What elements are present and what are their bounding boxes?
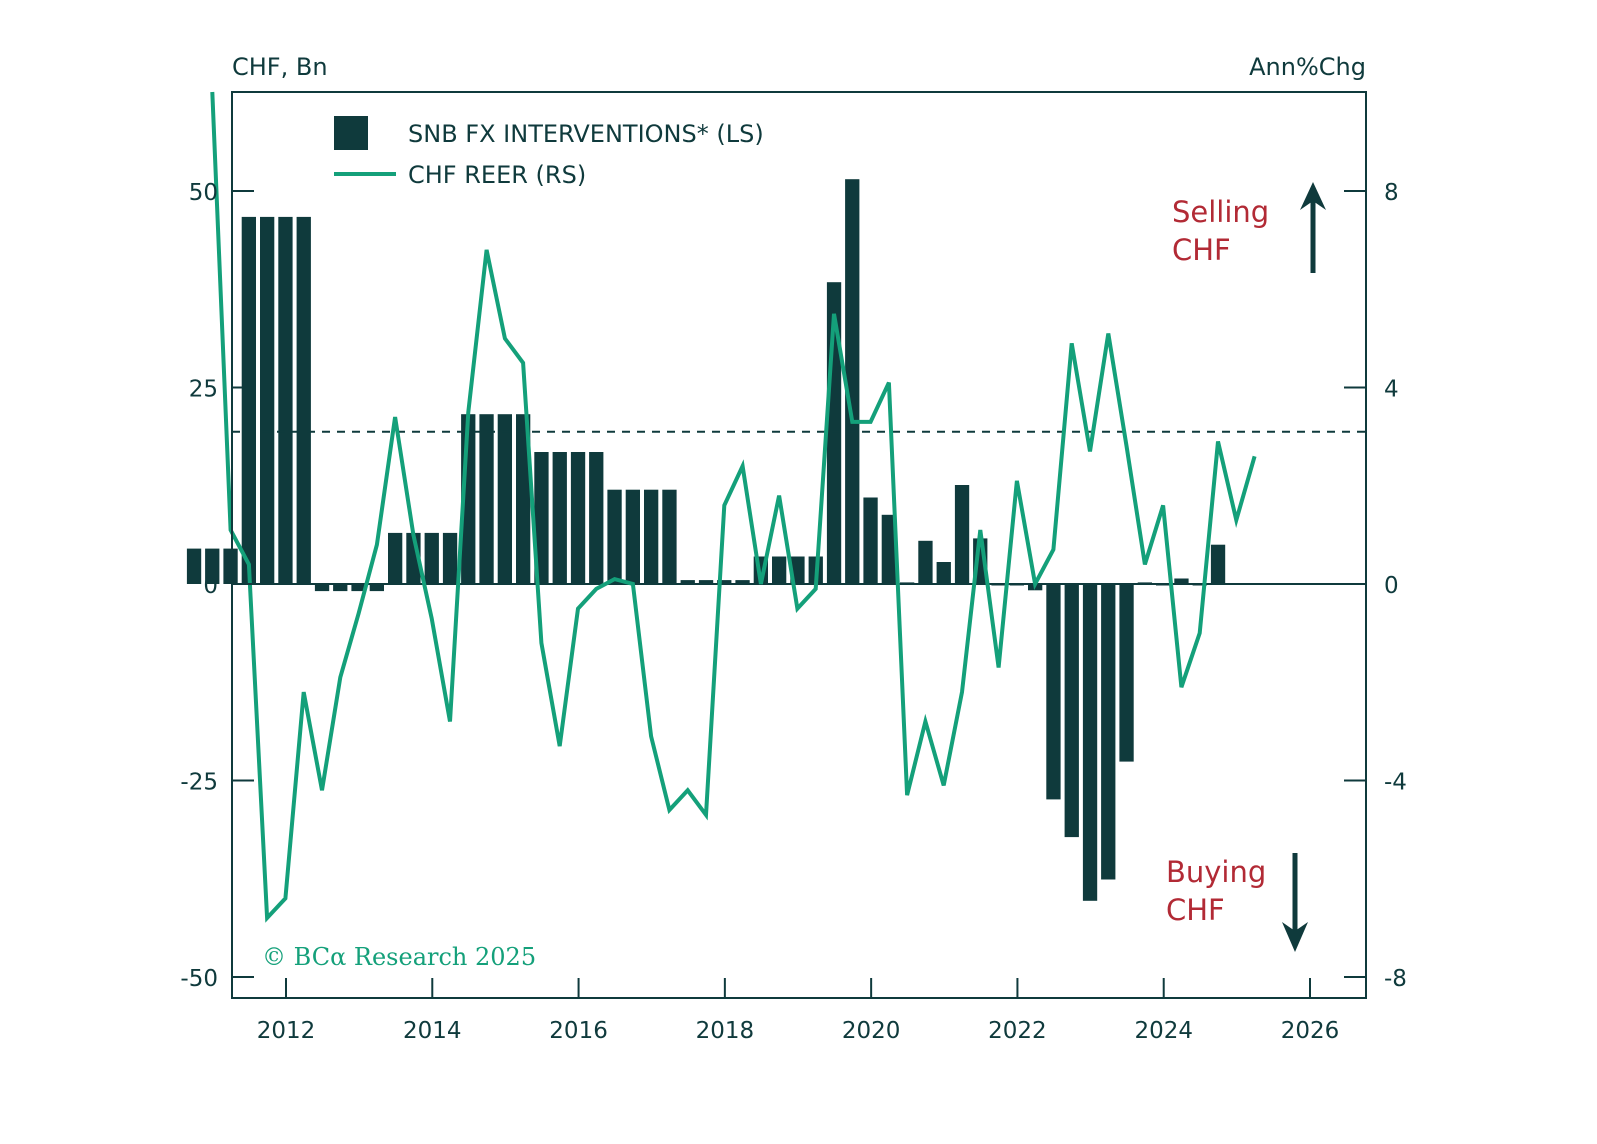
selling-label-line2: CHF — [1172, 233, 1231, 267]
left-tick-label: 50 — [189, 180, 218, 206]
bar-2015Q3 — [497, 414, 512, 584]
arrow-up-icon — [1300, 182, 1326, 273]
selling-label-line1: Selling — [1172, 195, 1269, 229]
bar-2018Q1 — [680, 580, 695, 584]
bar-2013Q3 — [351, 584, 366, 592]
y-axis-left-label: CHF, Bn — [232, 53, 328, 81]
bar-2011Q3 — [205, 548, 220, 584]
right-tick-label: -8 — [1384, 966, 1407, 992]
bar-2016Q3 — [570, 452, 586, 584]
bar-2018Q2 — [698, 580, 714, 584]
bar-2013Q1 — [314, 584, 330, 592]
left-tick-label: 0 — [203, 573, 218, 599]
bar-2023Q1 — [1046, 584, 1061, 800]
buying-label-line2: CHF — [1166, 893, 1225, 927]
bar-2012Q1 — [241, 216, 256, 584]
bar-2017Q3 — [644, 489, 659, 584]
bar-2018Q3 — [717, 580, 732, 584]
x-tick-label: 2024 — [1134, 1018, 1193, 1044]
bar-2021Q3 — [936, 562, 951, 584]
buying-annotation: Buying CHF — [1166, 853, 1308, 952]
left-tick-label: -25 — [180, 770, 218, 796]
bar-2023Q4 — [1101, 584, 1116, 880]
y-axis-right-label: Ann%Chg — [1249, 53, 1366, 81]
bar-2019Q2 — [772, 556, 787, 584]
bar-2018Q4 — [735, 580, 750, 584]
x-tick-label: 2022 — [988, 1018, 1047, 1044]
arrow-down-icon — [1282, 853, 1308, 952]
bar-2021Q2 — [918, 540, 933, 584]
x-tick-label: 2016 — [549, 1018, 608, 1044]
bar-2013Q2 — [333, 584, 348, 592]
legend-line-label: CHF REER (RS) — [408, 161, 586, 189]
x-tick-label: 2020 — [842, 1018, 901, 1044]
bar-2017Q4 — [662, 489, 677, 584]
bar-2014Q3 — [424, 532, 439, 584]
bar-2017Q1 — [607, 489, 622, 584]
right-tick-label: 4 — [1384, 377, 1399, 403]
bar-2016Q1 — [534, 452, 549, 584]
bar-2012Q2 — [260, 216, 275, 584]
plot-frame — [231, 91, 1367, 999]
bar-2014Q1 — [388, 532, 403, 584]
bar-2024Q1 — [1119, 584, 1134, 762]
copyright-credit: © BCα Research 2025 — [262, 943, 536, 971]
bar-2025Q2 — [1210, 544, 1226, 584]
bar-2021Q4 — [954, 485, 970, 584]
bar-2017Q2 — [625, 489, 640, 584]
bar-2016Q4 — [589, 452, 604, 584]
selling-annotation: Selling CHF — [1172, 182, 1326, 273]
bar-2012Q4 — [296, 216, 311, 584]
bar-2016Q2 — [552, 452, 567, 584]
bar-2023Q2 — [1064, 584, 1079, 838]
bar-2013Q4 — [369, 584, 384, 592]
bar-2011Q2 — [186, 548, 202, 584]
x-axis-ticks: 2012 2014 2016 2018 2020 2022 2024 2026 — [257, 978, 1340, 1044]
x-tick-label: 2014 — [403, 1018, 462, 1044]
bar-2014Q4 — [442, 532, 458, 584]
x-tick-label: 2012 — [257, 1018, 316, 1044]
right-axis-ticks: 8 4 0 -4 -8 — [1344, 180, 1407, 992]
left-tick-label: -50 — [180, 966, 218, 992]
left-tick-label: 25 — [189, 377, 218, 403]
right-tick-label: 8 — [1384, 180, 1399, 206]
x-tick-label: 2018 — [696, 1018, 755, 1044]
bar-2023Q3 — [1082, 584, 1098, 901]
bar-2020Q4 — [881, 514, 896, 584]
bar-2024Q4 — [1174, 578, 1189, 584]
left-axis-ticks: 50 25 0 -25 -50 — [180, 180, 254, 992]
legend-bar-label: SNB FX INTERVENTIONS* (LS) — [408, 120, 764, 148]
x-tick-label: 2026 — [1281, 1018, 1340, 1044]
bars-layer — [186, 179, 1226, 901]
buying-label-line1: Buying — [1166, 855, 1266, 889]
bar-2015Q4 — [516, 414, 531, 584]
bar-2020Q2 — [845, 179, 860, 584]
bar-2015Q2 — [479, 414, 494, 584]
bar-2011Q4 — [223, 548, 238, 584]
legend-bar-swatch — [334, 116, 368, 150]
right-tick-label: 0 — [1384, 573, 1399, 599]
bar-2012Q3 — [278, 216, 293, 584]
chf-reer-line — [210, 91, 1257, 923]
right-tick-label: -4 — [1384, 770, 1407, 796]
legend: SNB FX INTERVENTIONS* (LS) CHF REER (RS) — [334, 116, 764, 189]
bar-2020Q3 — [863, 497, 878, 584]
